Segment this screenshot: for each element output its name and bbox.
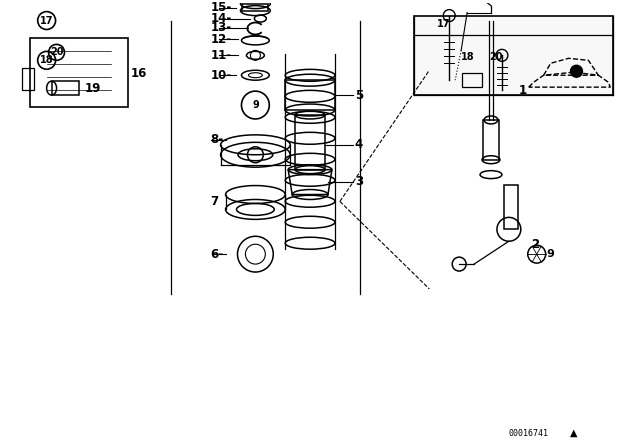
Text: 10-: 10- <box>211 69 232 82</box>
Text: 00016741: 00016741 <box>509 429 548 438</box>
Bar <box>415 16 613 95</box>
Text: 18: 18 <box>40 55 53 65</box>
Bar <box>285 80 335 110</box>
Text: 1: 1 <box>519 84 527 97</box>
Text: 9: 9 <box>252 100 259 110</box>
Text: 9: 9 <box>547 249 554 259</box>
Text: 18: 18 <box>461 52 475 62</box>
Bar <box>52 81 79 95</box>
Bar <box>22 68 34 90</box>
Text: 16: 16 <box>131 67 147 80</box>
Text: ▲: ▲ <box>570 428 577 438</box>
Bar <box>483 120 499 160</box>
Text: 17: 17 <box>40 16 53 26</box>
Text: 8-: 8- <box>211 134 224 146</box>
Text: 17: 17 <box>437 18 451 29</box>
Text: 13-: 13- <box>211 21 232 34</box>
Circle shape <box>570 65 582 77</box>
Text: 20: 20 <box>489 52 502 62</box>
Text: 2: 2 <box>531 238 539 251</box>
Text: 12-: 12- <box>211 33 232 46</box>
Bar <box>462 73 482 87</box>
Text: 6-: 6- <box>211 248 224 261</box>
Bar <box>295 115 325 170</box>
Bar <box>243 4 268 11</box>
Text: 11-: 11- <box>211 49 232 62</box>
Text: 20: 20 <box>50 47 63 57</box>
Text: 14-: 14- <box>211 12 232 25</box>
Text: 15-: 15- <box>211 1 232 14</box>
Text: 19: 19 <box>84 82 100 95</box>
Bar <box>504 185 518 229</box>
Text: 3: 3 <box>355 175 363 188</box>
Text: 4: 4 <box>355 138 363 151</box>
Text: 7: 7 <box>211 195 219 208</box>
Text: 5: 5 <box>355 89 363 102</box>
